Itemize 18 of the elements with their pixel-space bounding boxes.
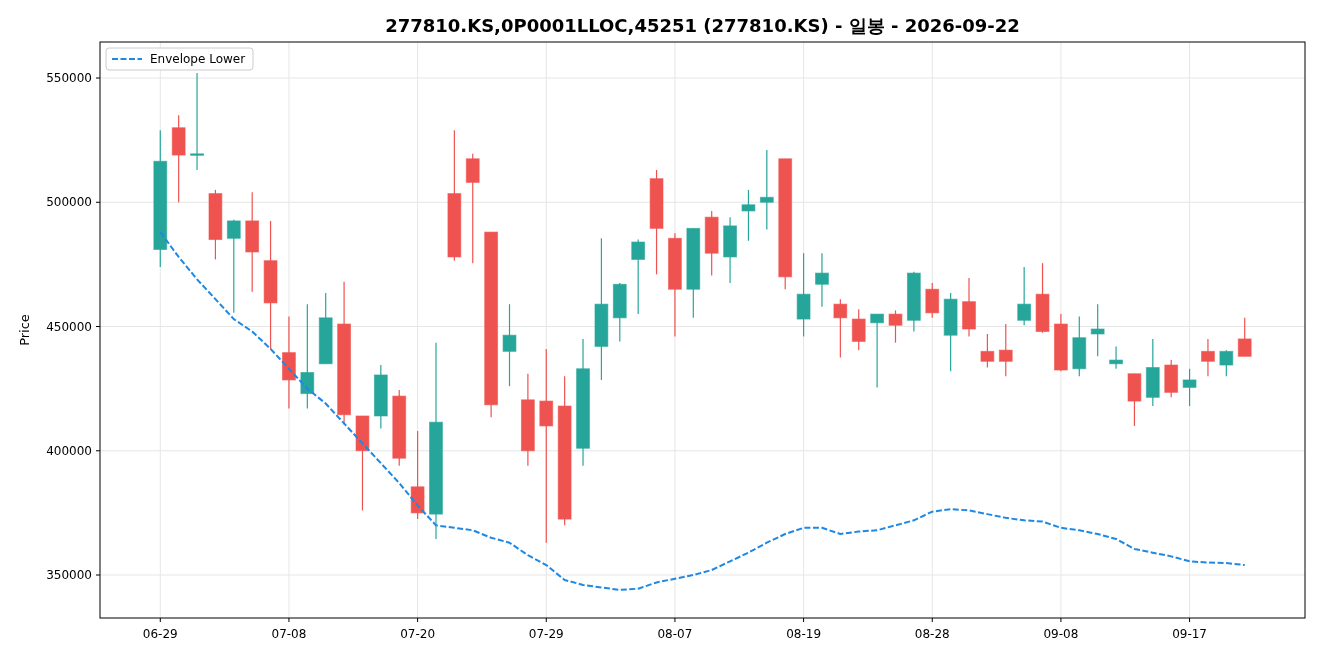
- y-tick-label: 450000: [46, 319, 92, 334]
- y-tick-label: 400000: [46, 443, 92, 458]
- legend: Envelope Lower: [105, 47, 254, 71]
- legend-label: Envelope Lower: [150, 52, 246, 66]
- y-tick-label: 350000: [46, 568, 92, 583]
- x-tick-label: 08-28: [914, 627, 950, 641]
- x-tick-label: 07-29: [528, 627, 564, 641]
- x-tick-label: 08-07: [657, 627, 693, 641]
- x-tick-label: 06-29: [142, 627, 178, 641]
- y-axis-title: Price: [17, 314, 32, 346]
- y-tick-label: 500000: [46, 195, 92, 210]
- chart-title: 277810.KS,0P0001LLOC,45251 (277810.KS) - 일봉 - 2026-09-22: [385, 15, 1020, 36]
- x-tick-label: 09-17: [1172, 627, 1208, 641]
- x-tick-label: 09-08: [1043, 627, 1079, 641]
- x-tick-label: 07-20: [400, 627, 436, 641]
- x-tick-label: 07-08: [271, 627, 307, 641]
- x-tick-label: 08-19: [786, 627, 822, 641]
- y-tick-label: 550000: [46, 71, 92, 86]
